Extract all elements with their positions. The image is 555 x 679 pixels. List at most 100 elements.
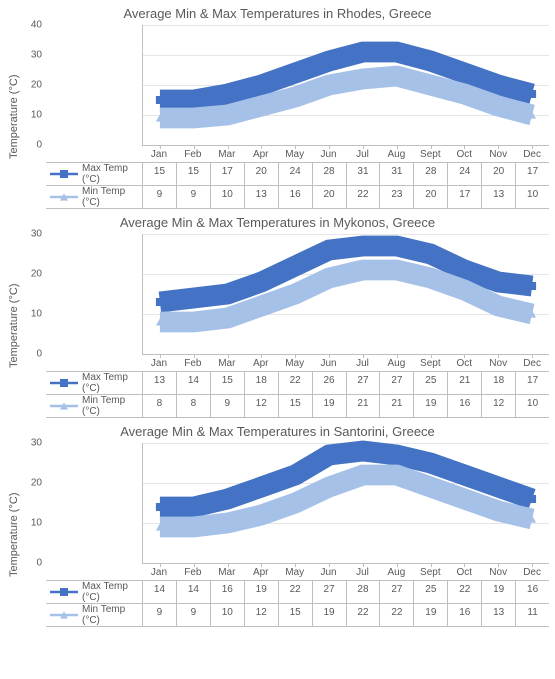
marker-min xyxy=(291,499,299,506)
value-cell: 20 xyxy=(312,186,346,208)
marker-max xyxy=(427,250,435,258)
y-tick-label: 20 xyxy=(31,80,42,91)
value-cell: 22 xyxy=(447,581,481,603)
marker-max xyxy=(291,262,299,270)
value-cell: 12 xyxy=(481,395,515,417)
legend-max: Max Temp (°C) xyxy=(46,581,142,603)
legend-label: Max Temp (°C) xyxy=(82,581,142,603)
marker-max xyxy=(359,447,367,455)
value-cell: 13 xyxy=(481,604,515,626)
legend-max: Max Temp (°C) xyxy=(46,372,142,394)
marker-min xyxy=(359,266,367,273)
value-cell: 16 xyxy=(515,581,549,603)
x-tick xyxy=(295,145,296,149)
x-tick xyxy=(397,145,398,149)
value-cell: 8 xyxy=(142,395,176,417)
value-cell: 9 xyxy=(142,604,176,626)
value-cell: 25 xyxy=(413,372,447,394)
marker-min xyxy=(393,72,401,79)
marker-min xyxy=(528,111,536,118)
marker-min xyxy=(156,114,164,121)
value-cell: 9 xyxy=(176,604,210,626)
marker-min xyxy=(325,81,333,88)
plot-area xyxy=(142,443,549,564)
value-cell: 10 xyxy=(210,604,244,626)
value-cell: 19 xyxy=(413,395,447,417)
legend-min: Min Temp (°C) xyxy=(46,395,142,417)
marker-max xyxy=(156,96,164,104)
marker-max xyxy=(427,459,435,467)
marker-min xyxy=(359,471,367,478)
marker-max xyxy=(494,81,502,89)
value-cell: 18 xyxy=(481,372,515,394)
value-cell: 16 xyxy=(210,581,244,603)
x-tick xyxy=(194,563,195,567)
marker-min xyxy=(325,483,333,490)
marker-min xyxy=(224,111,232,118)
marker-min xyxy=(156,523,164,530)
x-tick xyxy=(160,563,161,567)
value-cell: 10 xyxy=(210,186,244,208)
value-cell: 15 xyxy=(142,163,176,185)
value-cell: 19 xyxy=(244,581,278,603)
legend-min: Min Temp (°C) xyxy=(46,186,142,208)
value-cell: 21 xyxy=(447,372,481,394)
marker-min xyxy=(427,483,435,490)
x-tick xyxy=(498,354,499,358)
value-cell: 31 xyxy=(379,163,413,185)
marker-max xyxy=(427,57,435,65)
y-axis-label: Temperature (°C) xyxy=(6,234,22,418)
marker-max xyxy=(325,246,333,254)
x-tick xyxy=(295,354,296,358)
marker-max xyxy=(257,278,265,286)
value-cell: 22 xyxy=(278,372,312,394)
marker-min xyxy=(494,102,502,109)
x-tick xyxy=(363,563,364,567)
marker-min xyxy=(291,93,299,100)
marker-min xyxy=(257,302,265,309)
value-cell: 11 xyxy=(515,604,549,626)
x-tick xyxy=(160,145,161,149)
value-cell: 9 xyxy=(142,186,176,208)
marker-max xyxy=(190,96,198,104)
value-cell: 14 xyxy=(142,581,176,603)
x-tick xyxy=(261,354,262,358)
x-tick xyxy=(532,354,533,358)
x-tick xyxy=(464,145,465,149)
value-cell: 17 xyxy=(447,186,481,208)
legend-spacer xyxy=(46,234,142,355)
value-cell: 22 xyxy=(346,186,380,208)
x-tick xyxy=(397,563,398,567)
x-tick xyxy=(228,563,229,567)
value-cell: 28 xyxy=(413,163,447,185)
chart-title: Average Min & Max Temperatures in Mykono… xyxy=(6,215,549,230)
value-cell: 15 xyxy=(278,395,312,417)
value-cell: 27 xyxy=(312,581,346,603)
marker-max xyxy=(257,81,265,89)
y-tick-label: 10 xyxy=(31,517,42,528)
value-cell: 9 xyxy=(176,186,210,208)
value-cell: 18 xyxy=(244,372,278,394)
marker-max xyxy=(359,242,367,250)
value-cell: 15 xyxy=(176,163,210,185)
x-tick xyxy=(397,354,398,358)
y-tick-label: 0 xyxy=(36,140,42,151)
data-row-max: Max Temp (°C)151517202428313128242017 xyxy=(46,163,549,186)
marker-min xyxy=(224,519,232,526)
value-cell: 21 xyxy=(379,395,413,417)
marker-max xyxy=(325,451,333,459)
y-tick-label: 10 xyxy=(31,110,42,121)
marker-min xyxy=(257,102,265,109)
marker-min xyxy=(427,274,435,281)
marker-max xyxy=(291,69,299,77)
value-cell: 28 xyxy=(346,581,380,603)
value-cell: 9 xyxy=(210,395,244,417)
y-tick-label: 10 xyxy=(31,308,42,319)
value-cell: 28 xyxy=(312,163,346,185)
y-tick-label: 30 xyxy=(31,50,42,61)
value-cell: 17 xyxy=(210,163,244,185)
x-tick xyxy=(431,563,432,567)
x-tick xyxy=(464,354,465,358)
x-tick xyxy=(464,563,465,567)
value-cell: 16 xyxy=(278,186,312,208)
